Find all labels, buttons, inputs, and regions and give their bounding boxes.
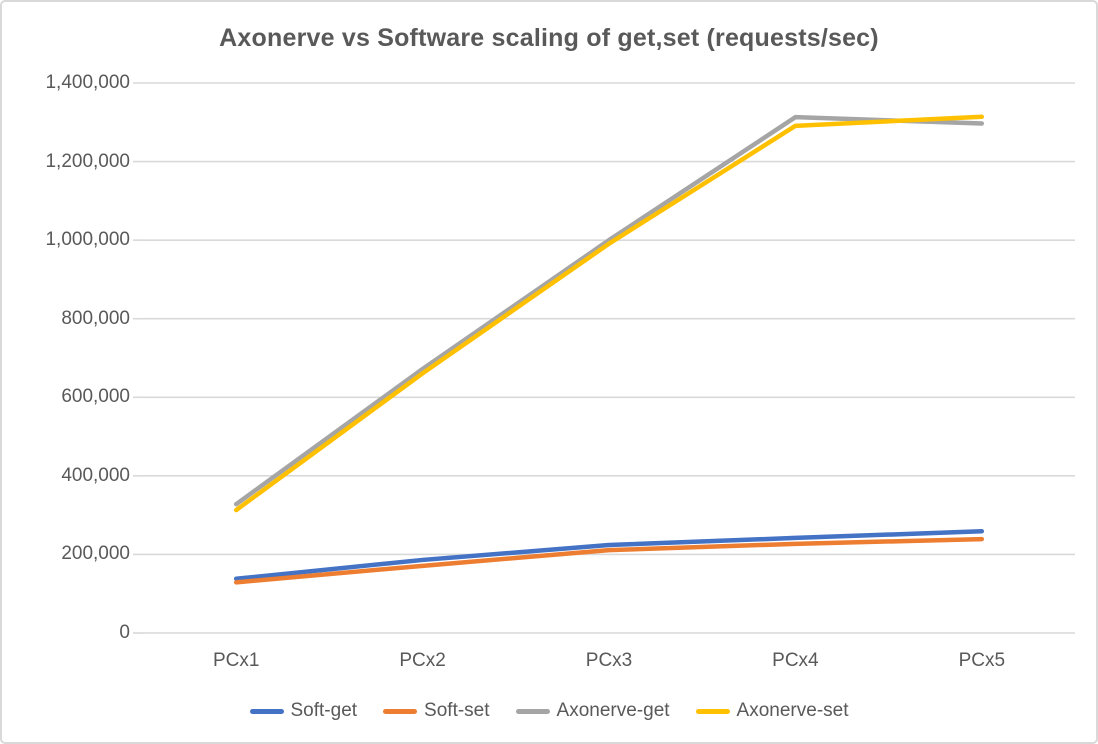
- y-tick-label: 1,000,000: [45, 229, 130, 251]
- legend-label: Axonerve-get: [556, 700, 670, 721]
- x-tick-label: PCx1: [212, 650, 260, 671]
- series-line-axonerve-get: [233, 114, 985, 507]
- legend-label: Soft-set: [424, 700, 490, 721]
- series-line-soft-get: [233, 529, 985, 582]
- y-tick-label: 200,000: [61, 543, 130, 565]
- legend-swatch-icon: [695, 708, 730, 714]
- legend-label: Soft-get: [290, 700, 358, 721]
- legend-item-axonerve-set: Axonerve-set: [695, 700, 849, 722]
- legend-item-soft-set: Soft-set: [383, 700, 490, 722]
- legend: Soft-get Soft-set Axonerve-get Axonerve-set: [2, 696, 1096, 726]
- chart-title: Axonerve vs Software scaling of get,set …: [219, 24, 879, 52]
- legend-swatch-icon: [383, 708, 418, 714]
- y-tick-label: 1,400,000: [45, 72, 130, 93]
- y-tick-label: 800,000: [61, 307, 130, 329]
- legend-swatch-icon: [249, 708, 284, 714]
- legend-item-soft-get: Soft-get: [249, 700, 358, 722]
- legend-label: Axonerve-set: [736, 700, 849, 721]
- y-tick-label: 1,200,000: [45, 150, 130, 172]
- x-tick-label: PCx3: [585, 650, 633, 671]
- x-tick-label: PCx5: [958, 650, 1006, 671]
- y-tick-label: 600,000: [61, 386, 130, 408]
- series-line-axonerve-set: [233, 114, 985, 513]
- y-tick-label: 400,000: [61, 464, 130, 486]
- x-tick-label: PCx2: [399, 650, 446, 671]
- x-tick-label: PCx4: [772, 650, 819, 671]
- legend-swatch-icon: [515, 708, 550, 714]
- legend-item-axonerve-get: Axonerve-get: [515, 700, 670, 722]
- series-line-soft-set: [233, 536, 985, 585]
- y-tick-label: 0: [119, 622, 130, 643]
